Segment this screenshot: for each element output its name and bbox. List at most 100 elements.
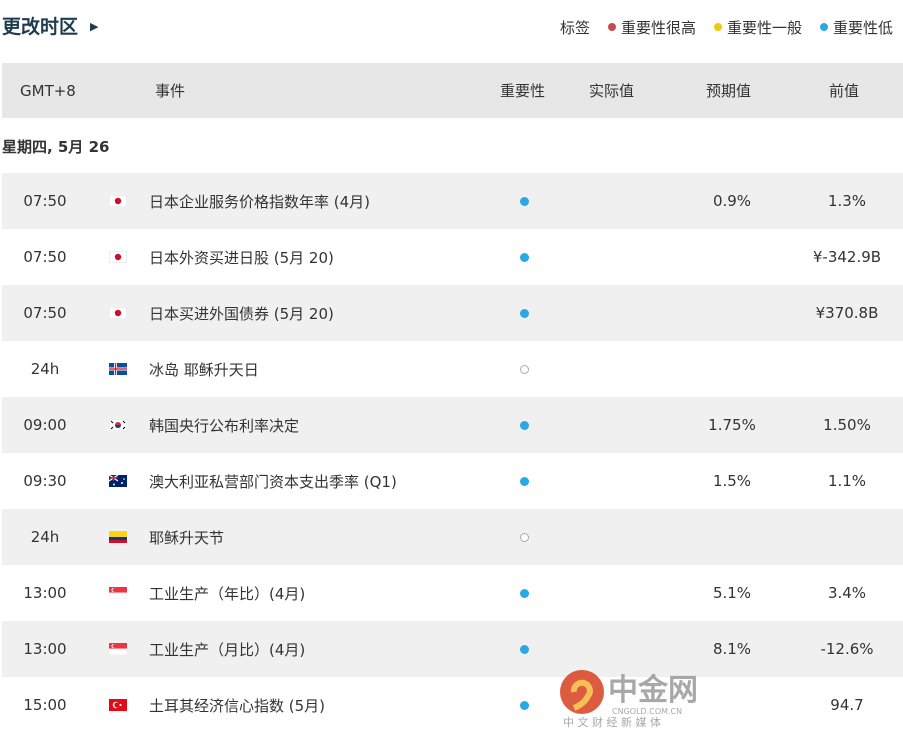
event-time: 24h: [30, 360, 60, 378]
south-korea-flag-icon: [108, 397, 128, 453]
table-row[interactable]: 24h 耶稣升天节: [2, 509, 903, 565]
col-timezone: GMT+8: [20, 81, 76, 100]
col-importance: 重要性: [500, 82, 546, 100]
low-importance-dot-icon: [519, 308, 529, 318]
legend-high: 重要性很高: [607, 17, 696, 38]
col-event: 事件: [155, 82, 186, 100]
event-name[interactable]: 冰岛 耶稣升天日: [149, 360, 259, 379]
importance-indicator: [512, 677, 536, 733]
turkey-flag-icon: [108, 677, 128, 733]
table-row[interactable]: 09:00 韩国央行公布利率决定 1.75% 1.50%: [2, 397, 903, 453]
forecast-value: 5.1%: [712, 584, 752, 602]
forecast-value: 1.75%: [708, 416, 756, 434]
legend-label: 重要性低: [832, 19, 893, 37]
previous-value: 1.3%: [827, 192, 867, 210]
event-time: 13:00: [23, 584, 67, 602]
low-importance-dot-icon: [519, 476, 529, 486]
svg-text:中金网: 中金网: [608, 673, 698, 708]
importance-indicator: [512, 173, 536, 229]
previous-value: -12.6%: [820, 640, 874, 658]
event-name[interactable]: 澳大利亚私营部门资本支出季率 (Q1): [149, 472, 397, 491]
event-name[interactable]: 日本企业服务价格指数年率 (4月): [149, 192, 371, 211]
forecast-value: 1.5%: [712, 472, 752, 490]
previous-value: ¥370.8B: [815, 304, 879, 322]
blue-dot-icon: [819, 23, 828, 31]
forecast-value: [682, 341, 782, 397]
low-importance-dot-icon: [519, 644, 529, 654]
table-row[interactable]: 15:00 土耳其经济信心指数 (5月) 94.7: [2, 677, 903, 733]
timezone-label: 更改时区: [2, 16, 79, 38]
col-actual: 实际值: [589, 82, 635, 100]
event-time: 15:00: [23, 696, 67, 714]
event-name[interactable]: 工业生产（年比）(4月): [149, 584, 306, 603]
previous-value: 94.7: [830, 696, 864, 714]
japan-flag-icon: [108, 229, 128, 285]
forecast-value: 8.1%: [712, 640, 752, 658]
forecast-value: [682, 285, 782, 341]
forecast-value: [682, 229, 782, 285]
previous-value: ¥-342.9B: [812, 248, 882, 266]
japan-flag-icon: [108, 173, 128, 229]
event-time: 07:50: [23, 192, 67, 210]
legend-label: 重要性很高: [620, 19, 696, 37]
importance-indicator: [512, 397, 536, 453]
table-row[interactable]: 09:30 澳大利亚私营部门资本支出季率 (Q1) 1.5% 1.1%: [2, 453, 903, 509]
australia-flag-icon: [108, 453, 128, 509]
event-name[interactable]: 工业生产（月比）(4月): [149, 640, 306, 659]
singapore-flag-icon: [108, 565, 128, 621]
date-heading: 星期四, 5月 26: [2, 138, 110, 156]
watermark-logo: 中金网 CNGOLD.COM.CN 中 文 财 经 新 媒 体: [560, 664, 710, 734]
importance-indicator: [512, 509, 536, 565]
importance-indicator: [512, 453, 536, 509]
colombia-flag-icon: [108, 509, 128, 565]
event-name[interactable]: 韩国央行公布利率决定: [149, 416, 300, 435]
legend-low: 重要性低: [819, 17, 893, 38]
table-row[interactable]: 13:00 工业生产（年比）(4月) 5.1% 3.4%: [2, 565, 903, 621]
event-name[interactable]: 日本买进外国债券 (5月 20): [149, 304, 334, 323]
holiday-circle-icon: [519, 532, 529, 542]
event-name[interactable]: 耶稣升天节: [149, 528, 225, 547]
play-arrow-icon: ▶: [90, 20, 99, 33]
low-importance-dot-icon: [519, 700, 529, 710]
table-header: GMT+8 事件 重要性 实际值 预期值 前值: [2, 63, 903, 118]
importance-indicator: [512, 341, 536, 397]
low-importance-dot-icon: [519, 420, 529, 430]
previous-value: [797, 341, 897, 397]
table-row[interactable]: 13:00 工业生产（月比）(4月) 8.1% -12.6%: [2, 621, 903, 677]
low-importance-dot-icon: [519, 196, 529, 206]
col-forecast: 预期值: [706, 82, 752, 100]
table-row[interactable]: 07:50 日本外资买进日股 (5月 20) ¥-342.9B: [2, 229, 903, 285]
forecast-value: [682, 509, 782, 565]
previous-value: [797, 509, 897, 565]
event-time: 07:50: [23, 304, 67, 322]
holiday-circle-icon: [519, 364, 529, 374]
previous-value: 1.1%: [827, 472, 867, 490]
importance-indicator: [512, 565, 536, 621]
table-row[interactable]: 07:50 日本买进外国债券 (5月 20) ¥370.8B: [2, 285, 903, 341]
yellow-dot-icon: [713, 23, 722, 31]
col-previous: 前值: [829, 82, 860, 100]
previous-value: 1.50%: [823, 416, 871, 434]
forecast-value: 0.9%: [712, 192, 752, 210]
top-bar: 更改时区 ▶ 标签 重要性很高 重要性一般 重要性低: [0, 0, 903, 62]
japan-flag-icon: [108, 285, 128, 341]
svg-text:CNGOLD.COM.CN: CNGOLD.COM.CN: [612, 707, 682, 716]
importance-indicator: [512, 621, 536, 677]
iceland-flag-icon: [108, 341, 128, 397]
event-name[interactable]: 日本外资买进日股 (5月 20): [149, 248, 334, 267]
table-row[interactable]: 24h 冰岛 耶稣升天日: [2, 341, 903, 397]
table-row[interactable]: 07:50 日本企业服务价格指数年率 (4月) 0.9% 1.3%: [2, 173, 903, 229]
legend-title: 标签: [559, 19, 590, 37]
singapore-flag-icon: [108, 621, 128, 677]
event-time: 09:00: [23, 416, 67, 434]
low-importance-dot-icon: [519, 252, 529, 262]
event-time: 24h: [30, 528, 60, 546]
event-name[interactable]: 土耳其经济信心指数 (5月): [149, 696, 326, 715]
change-timezone-button[interactable]: 更改时区 ▶: [2, 12, 98, 39]
legend-medium: 重要性一般: [713, 17, 802, 38]
event-time: 07:50: [23, 248, 67, 266]
importance-legend: 标签 重要性很高 重要性一般 重要性低: [560, 17, 893, 38]
legend-label: 重要性一般: [726, 19, 802, 37]
svg-text:中 文 财 经 新 媒 体: 中 文 财 经 新 媒 体: [563, 715, 661, 729]
red-dot-icon: [607, 23, 616, 31]
